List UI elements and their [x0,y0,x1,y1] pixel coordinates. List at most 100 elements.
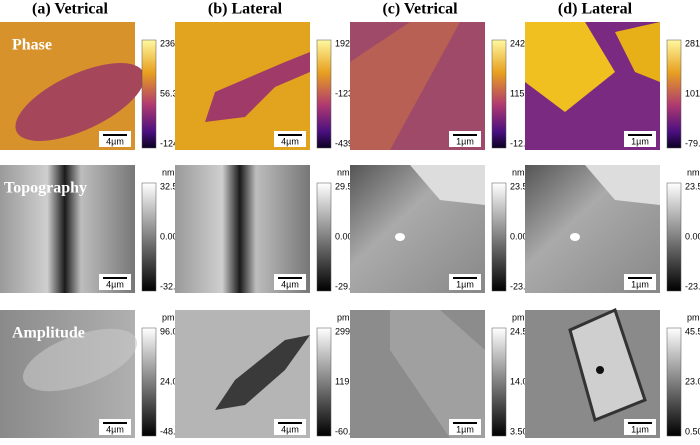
colorbar [316,327,332,437]
column-header: (a) Vetrical [32,1,109,18]
afm-image: 4µm [175,310,310,438]
colorbar-mid: 119 [335,376,349,386]
colorbar-max: 23.5 [685,181,700,191]
colorbar-mid: 0.00 [335,231,353,241]
colorbar-min: -32.5 [160,281,181,291]
colorbar [491,39,507,149]
colorbar-unit: nm [687,167,700,177]
afm-image: 4µm [0,165,135,293]
scale-bar-label: 1µm [631,424,649,434]
scale-bar-label: 1µm [456,424,474,434]
scale-bar-label: 4µm [281,136,299,146]
image-region [568,307,647,423]
colorbar-mid: 101° [685,88,700,98]
colorbar-mid: 115° [510,88,528,98]
colorbar-max: 45.5 [685,326,700,336]
scale-bar-label: 1µm [456,279,474,289]
scale-bar-label: 4µm [281,424,299,434]
colorbar-max: 32.5 [160,181,178,191]
image-region [205,52,310,122]
colorbar-mid: 0.00 [510,231,528,241]
image-region [585,165,660,205]
image-region [395,233,405,241]
afm-image: 1µm [350,165,485,293]
column-header: (d) Lateral [558,1,633,18]
colorbar-max: 242° [510,38,529,48]
colorbar-min: 3.50 [510,426,528,436]
afm-image: 1µm [525,22,660,150]
image-region [410,165,485,205]
colorbar [316,182,332,292]
afm-image: 1µm [350,22,485,150]
colorbar-unit: nm [337,167,350,177]
colorbar-unit: pm [687,312,700,322]
colorbar-max: 29.5 [335,181,353,191]
colorbar-min: 0.50 [685,426,700,436]
scale-bar-label: 4µm [106,424,124,434]
image-region [525,22,615,112]
colorbar-unit: pm [512,312,525,322]
row-label: Phase [12,37,52,54]
colorbar-max: 24.5 [510,326,528,336]
colorbar [666,39,682,149]
scale-bar-label: 4µm [281,279,299,289]
image-region [0,165,135,293]
colorbar-max: 192° [335,38,354,48]
image-region [215,335,310,410]
scale-bar-label: 1µm [631,279,649,289]
colorbar-max: 236° [160,38,179,48]
colorbar [316,39,332,149]
colorbar-min: -29.5 [335,281,356,291]
colorbar-min: -439° [335,138,357,148]
colorbar [491,182,507,292]
image-region [596,366,604,374]
scale-bar-label: 1µm [631,136,649,146]
colorbar-min: -60.9 [335,426,356,436]
image-region [570,233,580,241]
colorbar-mid: 0.00 [160,231,178,241]
colorbar-mid: 24.0 [160,376,178,386]
colorbar-mid: 14.0 [510,376,528,386]
colorbar-unit: pm [337,312,350,322]
colorbar-unit: nm [162,167,175,177]
colorbar [141,39,157,149]
row-label: Topography [4,180,87,197]
colorbar-min: -23.5 [510,281,531,291]
colorbar [141,182,157,292]
colorbar [141,327,157,437]
colorbar-min: -12.9° [510,138,535,148]
colorbar-mid: -123° [335,88,357,98]
image-region [350,22,460,150]
colorbar-unit: pm [162,312,175,322]
colorbar-unit: nm [512,167,525,177]
afm-image: 4µm [0,22,145,150]
afm-image: 1µm [525,307,660,438]
colorbar-max: 23.5 [510,181,528,191]
afm-image: 1µm [350,310,485,438]
afm-image: 4µm [0,310,138,438]
colorbar [666,327,682,437]
image-region [390,310,485,438]
image-region [15,63,145,141]
row-label: Amplitude [12,325,85,342]
image-region [615,22,660,82]
afm-image: 1µm [525,165,660,293]
afm-image: 4µm [175,22,310,150]
colorbar-max: 299 [335,326,350,336]
image-region [175,165,310,293]
image-region [22,328,138,392]
scale-bar-label: 1µm [456,136,474,146]
colorbar [491,327,507,437]
scale-bar-label: 4µm [106,136,124,146]
column-header: (c) Vetrical [382,1,458,18]
colorbar-max: 281° [685,38,700,48]
colorbar-min: -23.5 [685,281,700,291]
colorbar-min: -79.5° [685,138,700,148]
column-header: (b) Lateral [208,1,283,18]
colorbar [666,182,682,292]
colorbar-mid: 0.00 [685,231,700,241]
colorbar-mid: 23.0 [685,376,700,386]
colorbar-max: 96.0 [160,326,178,336]
scale-bar-label: 4µm [106,279,124,289]
